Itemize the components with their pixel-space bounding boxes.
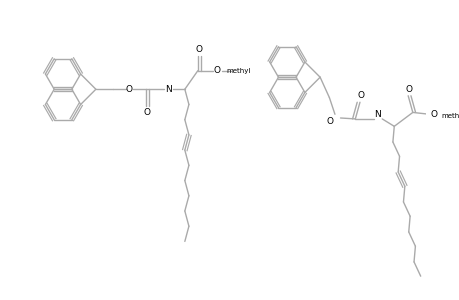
Text: methyl: methyl xyxy=(226,68,250,74)
Text: methyl: methyl xyxy=(441,113,459,119)
Text: O: O xyxy=(125,85,133,94)
Text: O: O xyxy=(430,110,437,119)
Text: O: O xyxy=(195,45,202,54)
Text: O: O xyxy=(326,117,333,126)
Text: N: N xyxy=(164,85,171,94)
Text: O: O xyxy=(405,85,412,94)
Text: O: O xyxy=(357,91,364,100)
Text: O: O xyxy=(143,108,150,117)
Text: O: O xyxy=(213,66,220,75)
Text: N: N xyxy=(374,110,380,119)
